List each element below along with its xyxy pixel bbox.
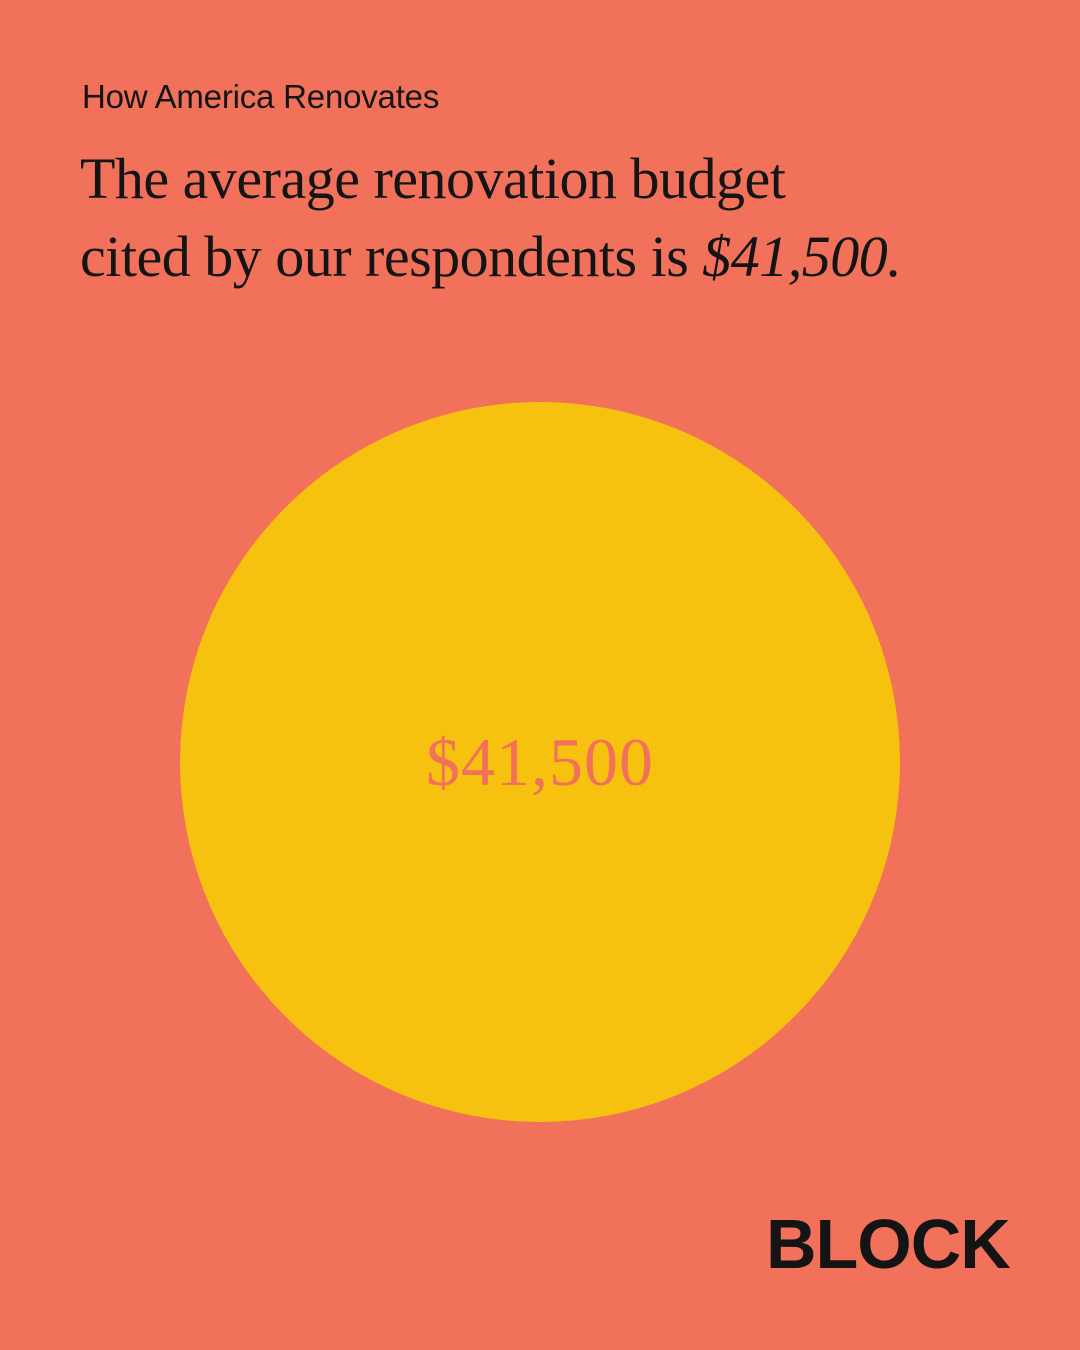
headline-text: cited by our respondents is xyxy=(80,224,689,289)
logo: BLOCK xyxy=(766,1205,1011,1283)
kicker: How America Renovates xyxy=(82,78,440,115)
circle-label: $41,500 xyxy=(426,723,654,800)
headline-line: cited by our respondents is $41,500. xyxy=(80,218,902,296)
headline-emphasis: $41,500. xyxy=(702,224,902,289)
circle: $41,500 xyxy=(180,402,900,1122)
headline: The average renovation budget cited by o… xyxy=(80,140,902,296)
headline-line: The average renovation budget xyxy=(80,146,786,211)
